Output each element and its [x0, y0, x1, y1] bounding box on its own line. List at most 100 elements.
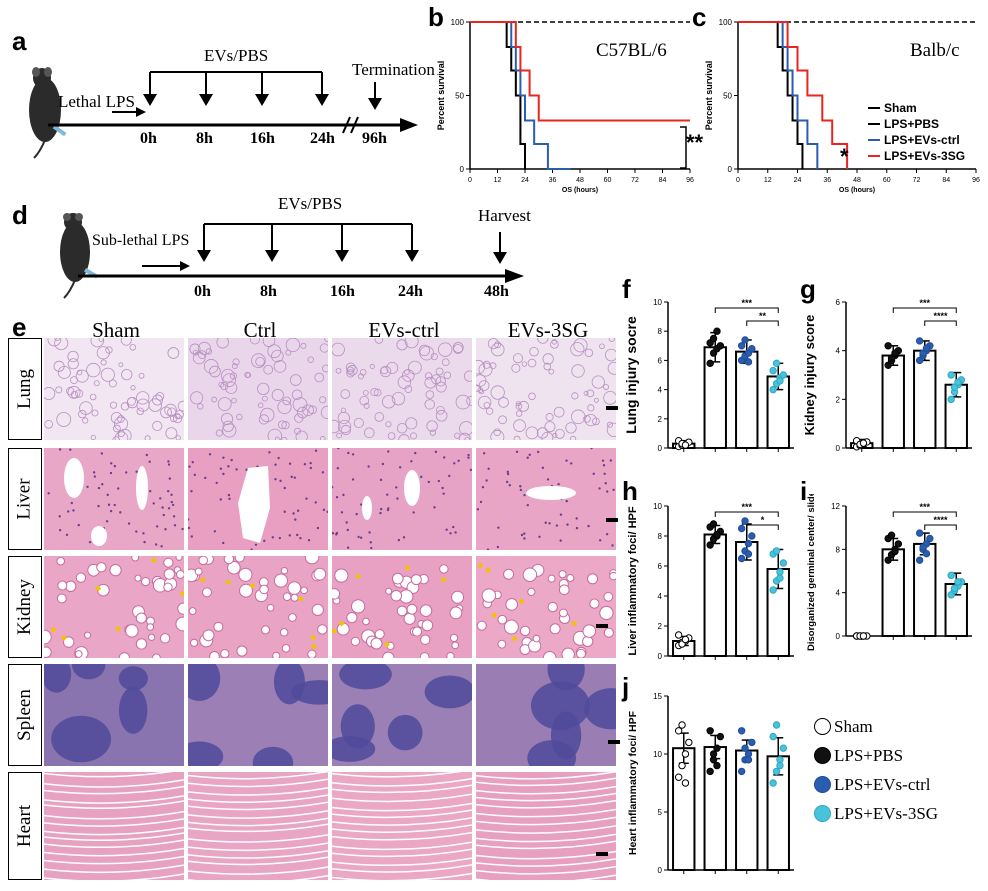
histology-image-liver-ctrl: [188, 448, 328, 550]
data-point: [709, 520, 718, 528]
data-point: [884, 342, 892, 350]
data-point: [776, 761, 784, 770]
y-tick-label: 0: [658, 866, 663, 875]
panel-label-g: g: [800, 274, 816, 304]
significance-bracket: [746, 320, 779, 326]
bar-lps-pbs: [703, 533, 727, 657]
data-point: [919, 543, 927, 551]
x-tick-label: 12: [494, 177, 502, 184]
timeline-a: [29, 67, 418, 159]
x-tick-label: 96: [972, 177, 980, 184]
data-point: [709, 750, 718, 758]
legend-entry: LPS+EVs-3SG: [868, 148, 965, 164]
scale-bar: [606, 518, 618, 522]
timeline-arrowhead: [143, 94, 157, 106]
panel-label-j: j: [622, 672, 630, 702]
y-tick-label: 8: [658, 532, 663, 541]
legend-swatch: [868, 123, 880, 125]
scale-bar: [608, 740, 620, 744]
y-axis-label: Lung injury socre: [623, 316, 639, 434]
a-tp-2: 16h: [250, 130, 275, 147]
histology-image-lung-ctrl: [188, 338, 328, 440]
data-point: [776, 568, 784, 576]
data-point: [779, 371, 788, 379]
survival-chart-b: 0 12 24 36 48 60 72 84 96 0 50 100 OS (hours) Percent…: [436, 18, 694, 194]
significance-label: *: [761, 515, 765, 525]
data-point: [779, 744, 788, 752]
survival-legend: Sham LPS+PBS LPS+EVs-ctrl LPS+EVs-3SG: [868, 100, 965, 164]
a-tp-1: 8h: [196, 130, 213, 147]
x-tick-label: 36: [823, 177, 831, 184]
data-point: [674, 773, 683, 781]
x-tick-label: 72: [913, 177, 921, 184]
x-tick-label: 84: [659, 177, 667, 184]
histology-image-heart-evs-ctrl: [332, 772, 472, 880]
y-tick-label: 50: [723, 92, 732, 101]
data-point: [769, 779, 777, 787]
data-point: [709, 334, 718, 343]
data-point: [891, 547, 899, 556]
timeline-arrowhead: [335, 250, 349, 262]
data-point: [947, 571, 955, 580]
data-point: [894, 540, 903, 548]
significance-label: ****: [933, 515, 948, 525]
data-point: [716, 342, 725, 350]
panel-label-b: b: [428, 2, 444, 32]
c-significance: *: [840, 144, 849, 169]
y-tick-label: 4: [836, 589, 841, 598]
data-point: [737, 767, 746, 776]
legend-label: LPS+PBS: [834, 745, 904, 765]
data-point: [685, 738, 693, 747]
survival-chart-c: 0 12 24 36 48 60 72 84 96 0 50 100 OS (hours) Percent…: [704, 18, 980, 194]
row-label-spleen: Spleen: [8, 664, 42, 766]
data-point: [681, 441, 690, 449]
y-axis-label: Liver inflammatory foci/ HPF: [627, 506, 639, 655]
x-tick-label: 24: [521, 177, 529, 184]
y-tick-label: 10: [653, 502, 662, 511]
scale-bar: [596, 624, 608, 628]
data-point: [776, 377, 784, 385]
d-tp-2: 16h: [330, 283, 355, 300]
data-point: [741, 336, 749, 344]
d-induction-label: Sub-lethal LPS: [92, 232, 190, 249]
y-tick-label: 2: [658, 622, 663, 631]
significance-bracket: [746, 524, 779, 530]
data-point: [744, 539, 753, 548]
y-tick-label: 4: [658, 592, 663, 601]
a-tp-0: 0h: [140, 130, 157, 147]
data-point: [737, 524, 746, 533]
histology-image-kidney-sham: [44, 556, 184, 658]
data-point: [716, 732, 725, 741]
scale-bar: [606, 406, 618, 410]
y-tick-label: 4: [658, 386, 663, 395]
data-point: [741, 744, 749, 752]
histology-image-lung-sham: [44, 338, 184, 440]
y-axis-label: Percent survival: [704, 61, 714, 131]
data-point: [859, 439, 868, 447]
histology-image-lung-evs-ctrl: [332, 338, 472, 440]
bar-lps-pbs: [881, 354, 905, 449]
panel-label-a: a: [12, 26, 27, 56]
data-point: [915, 356, 924, 365]
data-point: [737, 727, 746, 735]
histology-image-spleen-evs-3sg: [476, 664, 616, 766]
legend-label: LPS+EVs-3SG: [884, 149, 966, 163]
data-point: [678, 761, 686, 770]
data-point: [922, 549, 931, 558]
timeline-arrowhead: [255, 94, 269, 106]
legend-dot: [814, 718, 831, 735]
a-induction-label: Lethal LPS: [58, 92, 135, 111]
x-tick-label: 84: [942, 177, 950, 184]
legend-dot: [814, 805, 831, 822]
data-point: [859, 632, 868, 640]
data-point: [741, 517, 749, 525]
data-point: [713, 530, 721, 539]
timeline-arrowhead: [197, 250, 211, 262]
data-point: [769, 385, 777, 394]
survival-line-lps-evs-ctrl: [738, 21, 819, 169]
timeline-arrowhead: [405, 250, 419, 262]
data-point: [674, 631, 683, 639]
x-tick-label: 60: [604, 177, 612, 184]
histology-image-heart-sham: [44, 772, 184, 880]
data-point: [887, 354, 896, 362]
